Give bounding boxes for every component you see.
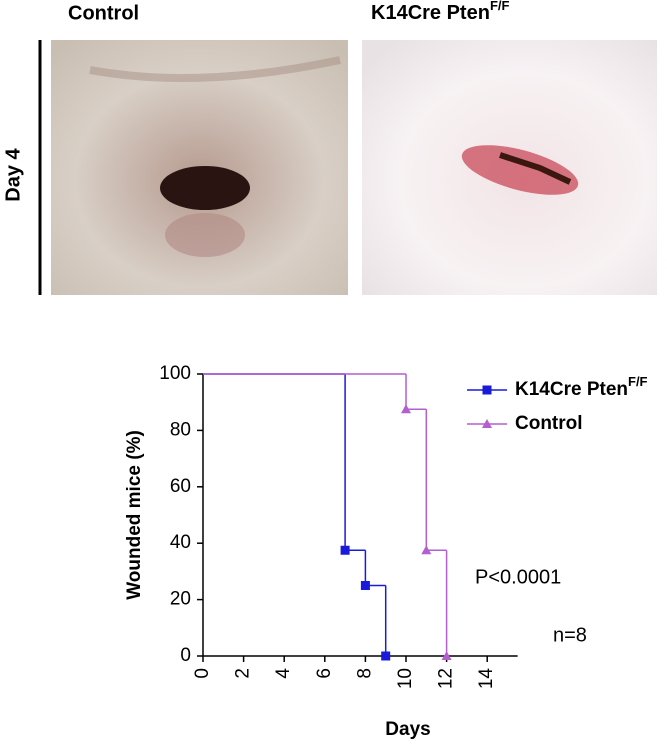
legend-marker xyxy=(482,385,492,395)
y-tick-label: 20 xyxy=(170,589,191,610)
legend-label: Control xyxy=(515,413,583,434)
x-tick-label: 12 xyxy=(436,668,457,689)
legend-label: K14Cre PtenF/F xyxy=(515,374,648,400)
column-label-text: K14Cre Pten xyxy=(371,2,490,24)
annotation: P<0.0001 xyxy=(475,566,561,588)
x-tick-label: 2 xyxy=(233,668,254,679)
data-point xyxy=(360,581,370,590)
data-point xyxy=(401,404,411,414)
photo-control xyxy=(51,40,348,295)
data-point xyxy=(381,651,391,661)
y-tick-label: 80 xyxy=(170,419,191,440)
x-tick-label: 4 xyxy=(273,668,294,679)
annotation: n=8 xyxy=(553,624,587,646)
x-tick-label: 8 xyxy=(354,668,375,679)
column-label: K14Cre PtenF/F xyxy=(371,0,509,24)
x-tick-label: 14 xyxy=(476,668,497,690)
data-point xyxy=(421,545,432,555)
data-point xyxy=(441,651,452,660)
legend-sup: F/F xyxy=(628,374,648,389)
chart: 0 20 40 60 80 100 0 2 4 6 8 10 12 14 Days Wounded mice … xyxy=(124,363,648,740)
y-tick-label: 40 xyxy=(170,532,191,553)
row-label: Day 4 xyxy=(2,147,24,201)
y-axis-label: Wounded mice (%) xyxy=(124,430,145,600)
y-tick-label: 0 xyxy=(180,645,191,666)
data-point xyxy=(340,545,350,555)
legend-name: K14Cre Pten xyxy=(515,379,628,400)
column-label-sup: F/F xyxy=(490,0,510,13)
legend-marker xyxy=(482,419,492,428)
legend-name: Control xyxy=(515,413,583,434)
x-tick-label: 0 xyxy=(192,668,213,679)
photo-pten xyxy=(362,40,657,295)
y-tick-label: 100 xyxy=(159,363,191,384)
x-tick-label: 6 xyxy=(314,668,335,679)
y-tick-label: 60 xyxy=(170,476,191,497)
x-axis-label: Days xyxy=(385,719,430,740)
column-label: Control xyxy=(68,2,139,24)
x-tick-label: 10 xyxy=(395,668,416,689)
